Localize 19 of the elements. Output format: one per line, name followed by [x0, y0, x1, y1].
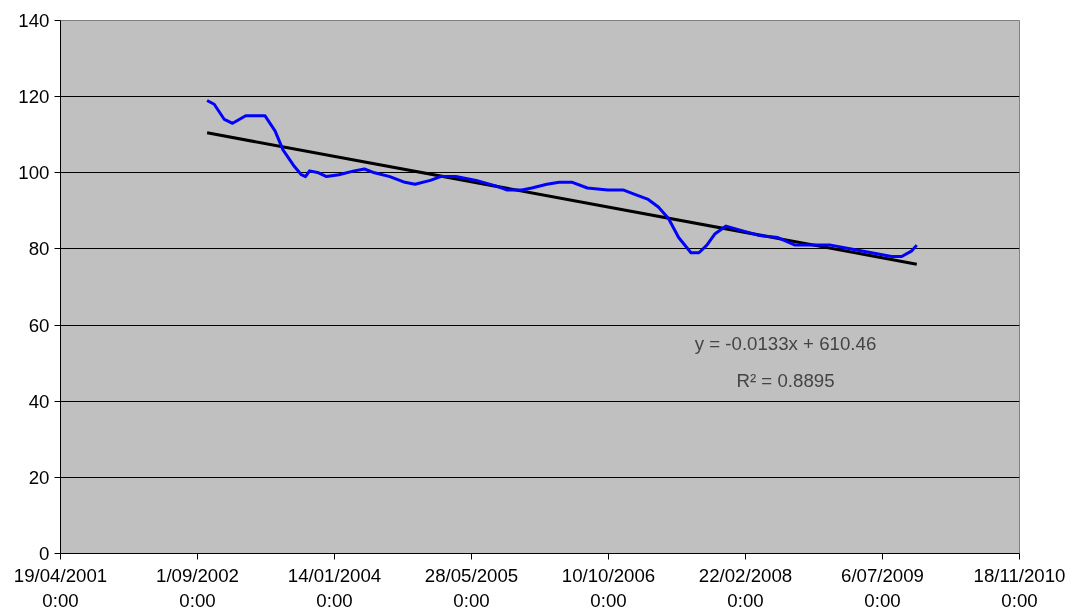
y-tick-label: 0: [39, 543, 50, 564]
y-tick-label: 40: [28, 390, 50, 412]
x-tick-label: 18/11/2010 0:00: [973, 564, 1066, 611]
x-tick-label: 28/05/2005 0:00: [424, 564, 519, 611]
x-tick-label: 1/09/2002 0:00: [156, 564, 239, 611]
x-tick-label: 6/07/2009 0:00: [841, 564, 924, 611]
y-tick-label: 100: [18, 162, 50, 184]
x-tick-label: 19/04/2001 0:00: [13, 564, 108, 611]
y-tick-label: 120: [18, 86, 50, 108]
annotation: R² = 0.8895: [736, 369, 835, 391]
y-tick-label: 20: [28, 466, 50, 488]
x-tick-label: 10/10/2006 0:00: [561, 564, 656, 611]
annotation: y = -0.0133x + 610.46: [694, 332, 877, 354]
y-tick-label: 140: [18, 10, 50, 31]
y-tick-label: 60: [28, 314, 50, 336]
y-tick-label: 80: [28, 238, 50, 260]
x-tick-label: 22/02/2008 0:00: [698, 564, 793, 611]
x-tick-label: 14/01/2004 0:00: [287, 564, 382, 611]
line-series: [205, 98, 919, 259]
